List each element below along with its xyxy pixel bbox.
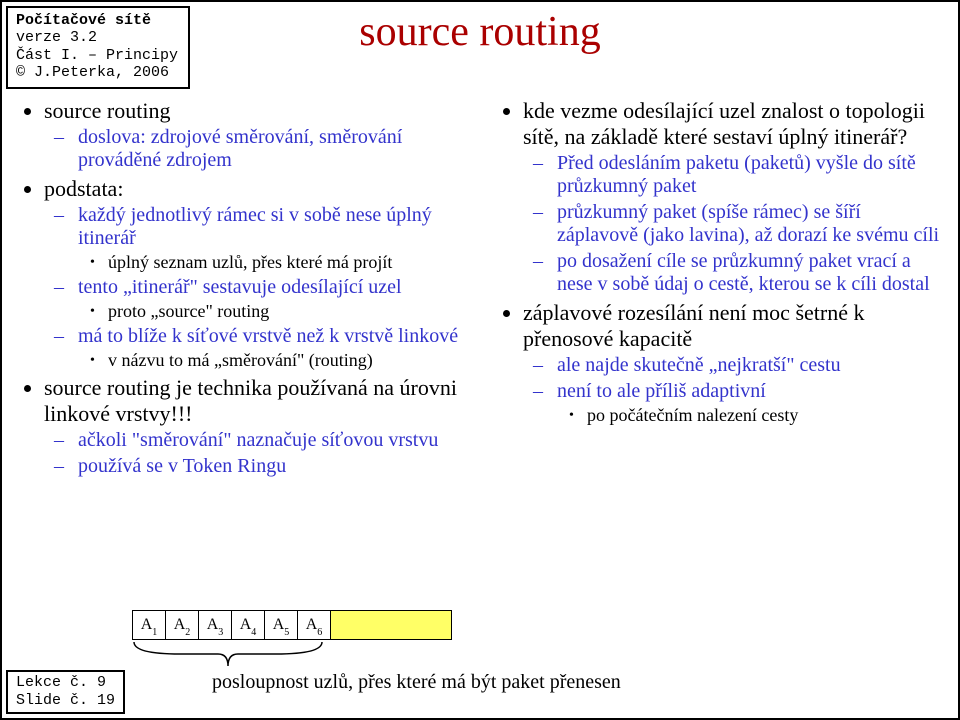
- list-item-text: tento „itinerář" sestavuje odesílající u…: [78, 276, 402, 298]
- list-level-2: každý jednotlivý rámec si v sobě nese úp…: [44, 204, 465, 371]
- diagram-caption: posloupnost uzlů, přes které má být pake…: [212, 671, 621, 694]
- payload-box: [331, 610, 452, 640]
- list-item-text: není to ale příliš adaptivní: [557, 380, 766, 402]
- list-level-3: po počátečním nalezení cesty: [557, 405, 944, 426]
- list-item: ale najde skutečně „nejkratší" cestu: [553, 354, 944, 377]
- list-item: záplavové rozesílání není moc šetrné k p…: [523, 300, 944, 426]
- list-item-text: source routing: [44, 98, 170, 123]
- list-item-text: každý jednotlivý rámec si v sobě nese úp…: [78, 204, 432, 249]
- list-item: Před odesláním paketu (paketů) vyšle do …: [553, 152, 944, 198]
- node-cell: A6: [298, 611, 330, 639]
- list-item: source routing doslova: zdrojové směrován…: [44, 98, 465, 172]
- packet-diagram: A1A2A3A4A5A6: [132, 610, 452, 640]
- list-item: každý jednotlivý rámec si v sobě nese úp…: [74, 204, 465, 273]
- list-item-text: po dosažení cíle se průzkumný paket vrac…: [557, 250, 930, 295]
- list-level-2: ale najde skutečně „nejkratší" cestu není…: [523, 354, 944, 426]
- list-level-3: proto „source" routing: [78, 301, 465, 322]
- slide: Počítačové sítě verze 3.2 Část I. – Prin…: [0, 0, 960, 720]
- list-item: po dosažení cíle se průzkumný paket vrac…: [553, 250, 944, 296]
- node-cell: A2: [166, 611, 199, 639]
- list-item-text: úplný seznam uzlů, přes které má projít: [108, 252, 392, 272]
- list-level-3: v názvu to má „směrování" (routing): [78, 350, 465, 371]
- list-item-text: kde vezme odesílající uzel znalost o top…: [523, 98, 925, 149]
- list-level-3: úplný seznam uzlů, přes které má projít: [78, 252, 465, 273]
- node-cell: A3: [199, 611, 232, 639]
- right-column: kde vezme odesílající uzel znalost o top…: [483, 98, 958, 718]
- left-list: source routing doslova: zdrojové směrován…: [12, 98, 465, 478]
- slide-title: source routing: [2, 8, 958, 56]
- list-level-2: Před odesláním paketu (paketů) vyšle do …: [523, 152, 944, 296]
- list-item-text: proto „source" routing: [108, 301, 269, 321]
- list-item-text: ačkoli "směrování" naznačuje síťovou vrs…: [78, 429, 438, 451]
- list-item-text: po počátečním nalezení cesty: [587, 405, 798, 425]
- header-line4: © J.Peterka, 2006: [16, 64, 178, 81]
- list-item: má to blíže k síťové vrstvě než k vrstvě…: [74, 325, 465, 371]
- list-item: podstata: každý jednotlivý rámec si v sob…: [44, 176, 465, 371]
- brace-icon: [132, 640, 324, 670]
- list-item-text: průzkumný paket (spíše rámec) se šíří zá…: [557, 201, 939, 246]
- node-cell: A4: [232, 611, 265, 639]
- list-item: proto „source" routing: [106, 301, 465, 322]
- list-item-text: Před odesláním paketu (paketů) vyšle do …: [557, 152, 916, 197]
- list-item-text: ale najde skutečně „nejkratší" cestu: [557, 354, 841, 376]
- footer-line2: Slide č. 19: [16, 692, 115, 710]
- node-cell: A5: [265, 611, 298, 639]
- node-cell: A1: [133, 611, 166, 639]
- footer-box: Lekce č. 9 Slide č. 19: [6, 670, 125, 714]
- list-item: používá se v Token Ringu: [74, 455, 465, 478]
- list-item: ačkoli "směrování" naznačuje síťovou vrs…: [74, 429, 465, 452]
- list-item-text: má to blíže k síťové vrstvě než k vrstvě…: [78, 325, 458, 347]
- footer-line1: Lekce č. 9: [16, 674, 115, 692]
- list-item: v názvu to má „směrování" (routing): [106, 350, 465, 371]
- list-item-text: v názvu to má „směrování" (routing): [108, 350, 373, 370]
- list-item: není to ale příliš adaptivní po počáteční…: [553, 380, 944, 426]
- node-boxes: A1A2A3A4A5A6: [132, 610, 331, 640]
- list-item: po počátečním nalezení cesty: [585, 405, 944, 426]
- list-item: průzkumný paket (spíše rámec) se šíří zá…: [553, 201, 944, 247]
- list-item-text: source routing je technika používaná na …: [44, 375, 457, 426]
- list-level-2: ačkoli "směrování" naznačuje síťovou vrs…: [44, 429, 465, 478]
- list-item-text: podstata:: [44, 176, 123, 201]
- list-item-text: používá se v Token Ringu: [78, 455, 286, 477]
- list-item: source routing je technika používaná na …: [44, 375, 465, 478]
- list-item: úplný seznam uzlů, přes které má projít: [106, 252, 465, 273]
- list-item: tento „itinerář" sestavuje odesílající u…: [74, 276, 465, 322]
- list-item-text: doslova: zdrojové směrování, směrování p…: [78, 126, 402, 171]
- list-item: kde vezme odesílající uzel znalost o top…: [523, 98, 944, 296]
- right-list: kde vezme odesílající uzel znalost o top…: [491, 98, 944, 426]
- list-item: doslova: zdrojové směrování, směrování p…: [74, 126, 465, 172]
- list-item-text: záplavové rozesílání není moc šetrné k p…: [523, 300, 864, 351]
- list-level-2: doslova: zdrojové směrování, směrování p…: [44, 126, 465, 172]
